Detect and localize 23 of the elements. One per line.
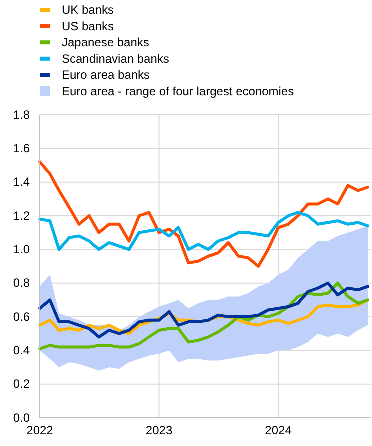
line-series (38, 211, 370, 252)
y-tick-label: 0.2 (13, 377, 30, 392)
legend-label: US banks (62, 19, 114, 34)
legend-label: UK banks (62, 3, 114, 17)
y-tick-label: 1.0 (13, 242, 30, 257)
y-tick-label: 1.2 (13, 208, 30, 223)
y-tick-label: 1.6 (13, 142, 30, 156)
line-series (38, 160, 370, 268)
legend-label: Euro area - range of four largest economies (62, 84, 294, 98)
y-tick-label: 0.0 (13, 410, 30, 425)
x-tick-label: 2022 (26, 424, 54, 438)
legend-label: Euro area banks (62, 68, 150, 82)
line-series (38, 282, 370, 350)
y-tick-label: 1.8 (13, 108, 30, 122)
y-tick-label: 0.6 (13, 310, 30, 324)
y-tick-label: 0.8 (13, 276, 30, 290)
x-tick-label: 2023 (146, 424, 173, 438)
legend-label: Japanese banks (62, 36, 150, 50)
legend-label: Scandinavian banks (62, 52, 170, 66)
y-tick-label: 0.4 (13, 344, 30, 358)
x-tick-label: 2024 (265, 424, 292, 438)
line-series (38, 282, 370, 339)
y-tick-label: 1.4 (13, 175, 30, 190)
